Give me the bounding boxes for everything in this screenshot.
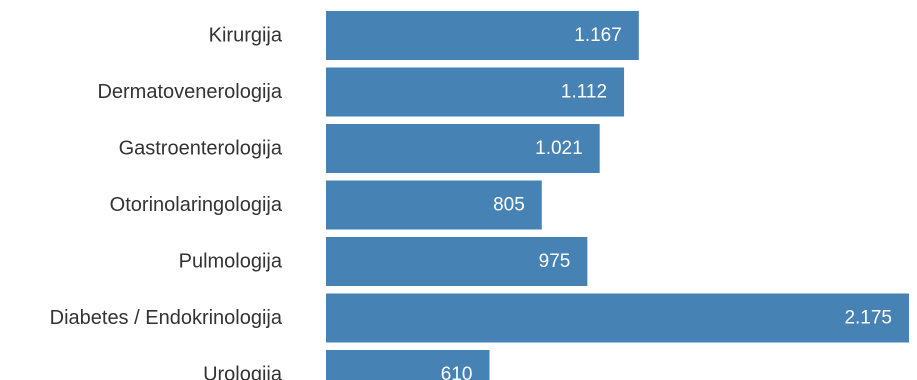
value-label-1: 1.112 [561, 82, 607, 103]
value-label-6: 610 [441, 364, 473, 380]
category-label-0: Kirurgija [209, 25, 283, 47]
category-label-4: Pulmologija [179, 251, 283, 273]
category-label-1: Dermatovenerologija [97, 81, 282, 103]
value-label-2: 1.021 [535, 138, 583, 159]
category-label-2: Gastroenterologija [119, 138, 283, 160]
bars-group [326, 11, 909, 380]
category-labels-group: Kirurgija Dermatovenerologija Gastroentero… [50, 25, 283, 380]
category-label-3: Otorinolaringologija [110, 194, 283, 216]
value-label-5: 2.175 [844, 308, 892, 329]
category-label-6: Urologija [203, 364, 283, 380]
value-label-0: 1.167 [574, 25, 622, 46]
bar-5 [326, 294, 909, 343]
category-label-5: Diabetes / Endokrinologija [50, 307, 283, 329]
value-label-4: 975 [539, 251, 571, 272]
value-label-3: 805 [493, 195, 525, 216]
